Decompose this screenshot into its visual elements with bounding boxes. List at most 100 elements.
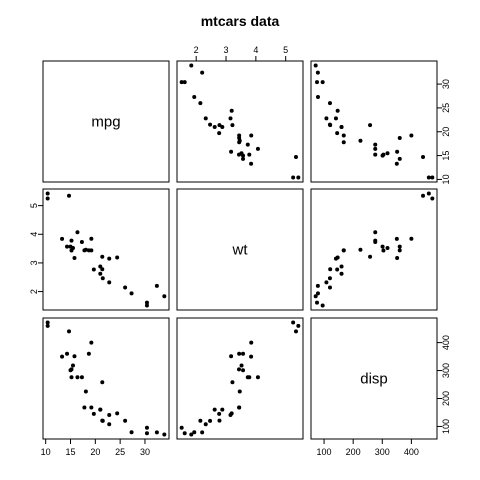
data-point (409, 133, 414, 138)
panel-frame (42, 317, 170, 440)
data-point (228, 116, 233, 121)
data-point (179, 425, 184, 430)
data-point (426, 175, 431, 180)
data-point (339, 271, 344, 276)
data-point (249, 340, 254, 345)
data-point (89, 405, 94, 410)
data-point (98, 271, 103, 276)
data-point (394, 236, 399, 241)
diagonal-label-wt: wt (232, 242, 249, 259)
panel-frame (176, 317, 304, 440)
data-point (315, 70, 320, 75)
data-point (381, 248, 386, 253)
data-point (394, 161, 399, 166)
data-point (69, 248, 74, 253)
data-point (89, 248, 94, 253)
panel-frame (42, 188, 170, 311)
data-point (229, 354, 234, 359)
data-point (107, 256, 112, 261)
data-point (60, 354, 65, 359)
data-point (115, 411, 120, 416)
data-point (373, 230, 378, 235)
data-point (249, 354, 254, 359)
data-point (91, 267, 96, 272)
data-point (245, 142, 250, 147)
panel-wt-disp (310, 188, 438, 311)
data-point (107, 413, 112, 418)
data-point (385, 151, 390, 156)
tick-label: 200 (346, 447, 361, 457)
data-point (72, 354, 77, 359)
data-point (100, 418, 105, 423)
panel-disp-wt (176, 317, 304, 440)
data-point (65, 351, 70, 356)
data-point (70, 363, 75, 368)
panel-grid: mpg wt disp 10 15 20 25 30 10 15 20 25 30 2 3 4 5 2 3 4 5 100… (29, 45, 451, 457)
data-point (69, 375, 74, 380)
data-point (182, 431, 187, 436)
data-point (324, 116, 329, 121)
tick-label: 4 (29, 232, 39, 237)
tick-label: 30 (140, 447, 150, 457)
tick-label: 20 (441, 127, 451, 137)
data-point (320, 303, 325, 308)
panel-frame (310, 60, 438, 183)
data-point (409, 236, 414, 241)
data-point (249, 133, 254, 138)
tick-label: 400 (441, 335, 451, 350)
data-point (228, 413, 233, 418)
data-point (397, 248, 402, 253)
tick-label: 2 (29, 289, 39, 294)
data-point (154, 430, 159, 435)
data-point (45, 191, 50, 196)
data-point (397, 135, 402, 140)
data-point (91, 411, 96, 416)
data-point (324, 280, 329, 285)
data-point (430, 196, 435, 201)
data-point (217, 123, 222, 128)
data-point (203, 422, 208, 427)
data-point (341, 248, 346, 253)
data-point (296, 175, 301, 180)
data-point (212, 124, 217, 129)
data-point (237, 351, 242, 356)
data-point (313, 63, 318, 68)
data-point (72, 256, 77, 261)
data-point (255, 146, 260, 151)
data-point (182, 80, 187, 85)
diagonal-label-mpg: mpg (91, 114, 120, 131)
panel-mpg-disp (310, 60, 438, 183)
data-point (333, 256, 338, 261)
data-point (241, 368, 246, 373)
data-point (100, 276, 105, 281)
data-point (341, 133, 346, 138)
axis-mpg-right: 10 15 20 25 30 (436, 79, 451, 184)
data-point (229, 149, 234, 154)
data-point (239, 363, 244, 368)
tick-label: 25 (115, 447, 125, 457)
data-point (107, 422, 112, 427)
tick-label: 5 (283, 45, 288, 55)
data-point (247, 152, 252, 157)
data-point (335, 108, 340, 113)
data-point (65, 244, 70, 249)
data-point (75, 230, 80, 235)
data-point (45, 196, 50, 201)
data-point (380, 244, 385, 249)
data-point (69, 238, 74, 243)
data-point (79, 240, 84, 245)
tick-label: 100 (441, 419, 451, 434)
data-point (82, 405, 87, 410)
data-point (373, 146, 378, 151)
tick-label: 3 (224, 45, 229, 55)
data-point (67, 329, 72, 334)
data-point (255, 375, 260, 380)
data-point (89, 340, 94, 345)
data-point (212, 407, 217, 412)
tick-label: 10 (41, 447, 51, 457)
data-point (229, 108, 234, 113)
data-point (82, 248, 87, 253)
data-point (100, 380, 105, 385)
data-point (358, 247, 363, 252)
data-point (241, 153, 246, 158)
